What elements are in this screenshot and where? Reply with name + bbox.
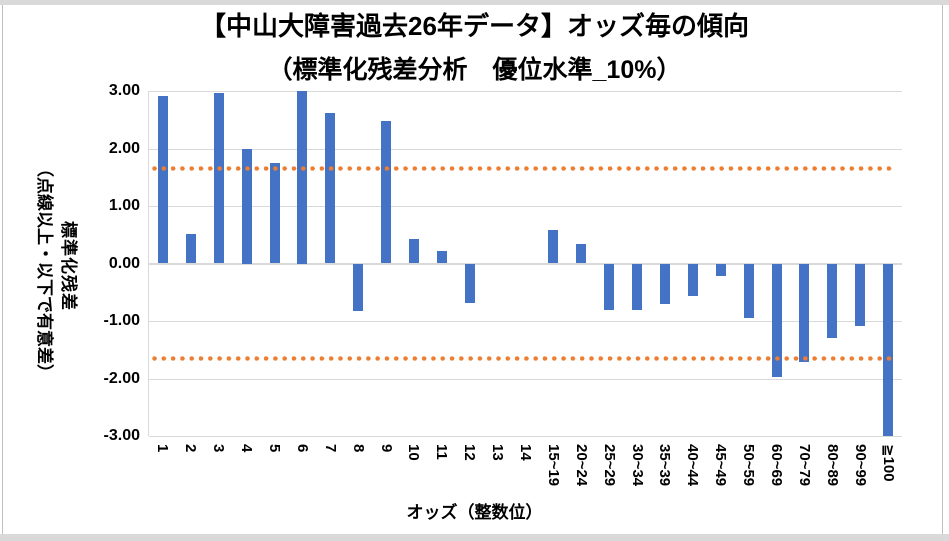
y-tick-label: 2.00 <box>108 139 140 157</box>
bar-80~89 <box>827 263 838 338</box>
x-tick-label-3: 3 <box>210 444 228 453</box>
chart-frame-left-border <box>2 5 3 534</box>
y-tick-label: -2.00 <box>103 369 140 387</box>
bar-20~24 <box>576 243 587 264</box>
bar-4 <box>241 148 252 264</box>
bar-5 <box>269 163 280 264</box>
bar-90~99 <box>855 263 866 327</box>
x-tick-label-50~59: 50~59 <box>740 444 758 487</box>
bar-12 <box>464 263 475 303</box>
gridline-y0 <box>149 262 902 265</box>
bar-3 <box>213 92 224 264</box>
bar-2 <box>185 233 196 264</box>
x-tick-label-90~99: 90~99 <box>851 444 869 487</box>
bar-≧100 <box>883 263 894 436</box>
x-tick-label-9: 9 <box>377 444 395 453</box>
x-tick-label-≧100: ≧100 <box>879 444 897 482</box>
x-tick-label-5: 5 <box>266 444 283 453</box>
gridline-y-3 <box>149 436 902 437</box>
y-tick-label: 0.00 <box>108 254 140 272</box>
y-axis-note: （点線以上・以下で有意差） <box>35 160 54 381</box>
x-tick-label-70~79: 70~79 <box>795 444 813 487</box>
bar-7 <box>325 112 336 264</box>
bar-6 <box>297 91 308 264</box>
x-tick-label-60~69: 60~69 <box>768 444 785 487</box>
x-tick-label-25~29: 25~29 <box>600 444 618 487</box>
x-tick-label-45~49: 45~49 <box>712 444 730 487</box>
x-tick-label-8: 8 <box>349 444 367 453</box>
window-edge-bottom <box>0 534 949 541</box>
chart-subtitle: （標準化残差分析 優位水準_10%） <box>267 56 682 84</box>
x-tick-label-10: 10 <box>405 444 423 461</box>
x-tick-label-11: 11 <box>433 444 451 460</box>
y-tick-label: 1.00 <box>108 197 140 214</box>
x-tick-label-7: 7 <box>321 444 339 453</box>
gridline-y2 <box>149 148 902 150</box>
x-tick-label-15~19: 15~19 <box>544 444 562 487</box>
bar-50~59 <box>743 263 754 319</box>
y-tick-label: 3.00 <box>108 82 140 99</box>
x-tick-label-40~44: 40~44 <box>684 444 702 487</box>
x-tick-label-80~89: 80~89 <box>823 444 841 487</box>
x-tick-label-13: 13 <box>489 444 507 461</box>
gridline-y1 <box>149 206 902 207</box>
bar-15~19 <box>548 229 559 264</box>
y-tick-label: -3.00 <box>103 427 140 444</box>
x-tick-label-1: 1 <box>154 444 172 453</box>
x-tick-label-20~24: 20~24 <box>572 444 590 487</box>
x-tick-label-6: 6 <box>293 444 311 453</box>
chart-title: 【中山大障害過去26年データ】オッズ毎の傾向 <box>200 11 749 41</box>
bar-45~49 <box>715 263 726 277</box>
significance-line-upper <box>152 166 893 172</box>
bar-70~79 <box>799 263 810 362</box>
gridline-y3 <box>149 91 902 92</box>
x-tick-label-30~34: 30~34 <box>628 444 646 487</box>
chart-frame-right-border <box>942 5 943 534</box>
bar-60~69 <box>771 263 782 378</box>
x-tick-label-35~39: 35~39 <box>656 444 674 487</box>
gridline-y-2 <box>149 378 902 380</box>
x-tick-label-4: 4 <box>238 444 256 453</box>
y-tick-label: -1.00 <box>103 312 140 329</box>
significance-line-lower <box>152 355 893 361</box>
y-axis-line <box>148 91 149 436</box>
y-axis-title: 標準化残差 <box>59 221 78 311</box>
bar-1 <box>157 95 168 264</box>
bar-10 <box>408 239 419 264</box>
bar-40~44 <box>687 263 698 297</box>
bar-9 <box>381 120 392 264</box>
window-edge-top <box>0 0 949 5</box>
x-tick-label-14: 14 <box>517 444 534 461</box>
bar-11 <box>436 251 447 264</box>
x-tick-label-12: 12 <box>461 444 479 461</box>
bar-25~29 <box>604 263 615 310</box>
x-axis-title: オッズ（整数位） <box>406 503 543 522</box>
bar-30~34 <box>632 263 643 310</box>
gridline-y-1 <box>149 321 902 322</box>
x-tick-label-2: 2 <box>182 444 200 453</box>
bar-35~39 <box>659 263 670 304</box>
bar-8 <box>353 263 364 311</box>
